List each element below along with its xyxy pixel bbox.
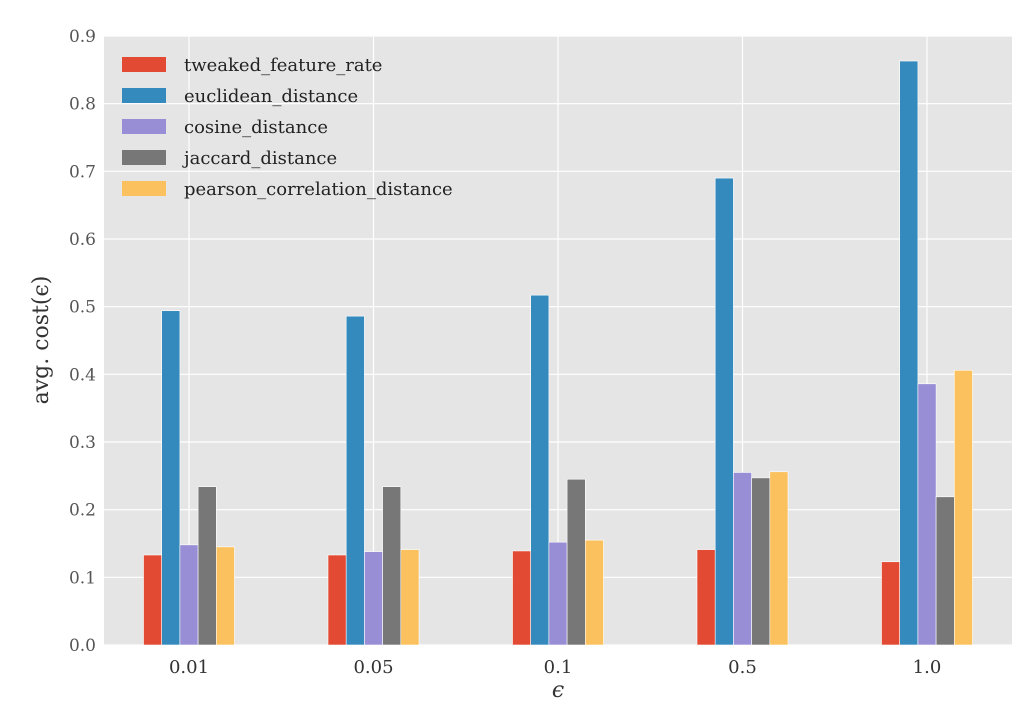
legend-label: tweaked_feature_rate	[184, 55, 382, 76]
y-tick-label: 0.3	[69, 433, 96, 453]
bar-tweaked-feature-rate-3	[696, 549, 716, 646]
bar-cosine-distance-3	[733, 472, 752, 646]
bar-cosine-distance-1	[364, 551, 383, 646]
bars	[143, 60, 973, 646]
x-tick-label: 0.01	[169, 657, 209, 678]
y-tick-label: 0.1	[69, 568, 96, 588]
bar-pearson-correlation-distance-1	[400, 549, 420, 646]
bar-tweaked-feature-rate-2	[512, 550, 532, 646]
bar-jaccard-distance-2	[566, 478, 586, 646]
legend-label: euclidean_distance	[184, 86, 358, 107]
bar-jaccard-distance-4	[935, 496, 955, 646]
x-tick-labels: 0.01 0.05 0.1 0.5 1.0	[169, 657, 941, 678]
legend-swatch	[122, 119, 166, 134]
legend-label: jaccard_distance	[182, 148, 337, 169]
bar-cosine-distance-4	[917, 383, 937, 646]
y-tick-labels: 0.0 0.1 0.2 0.3 0.4 0.5 0.6 0.7 0.8 0.9	[69, 27, 96, 656]
y-tick-label: 0.7	[69, 162, 96, 182]
bar-pearson-correlation-distance-4	[953, 369, 973, 646]
bar-euclidean-distance-4	[899, 60, 919, 646]
bar-cosine-distance-2	[548, 541, 568, 646]
y-axis-label: avg. cost(ϵ)	[29, 276, 54, 405]
y-tick-label: 0.2	[69, 501, 96, 521]
legend-swatch	[122, 57, 166, 72]
bar-pearson-correlation-distance-2	[584, 539, 604, 646]
legend-swatch	[122, 181, 166, 196]
bar-cosine-distance-0	[179, 544, 199, 646]
legend: tweaked_feature_rate euclidean_distanceco…	[122, 55, 453, 200]
y-tick-label: 0.4	[69, 365, 96, 385]
y-tick-label: 0.5	[69, 298, 96, 318]
y-tick-label: 0.6	[69, 230, 96, 250]
bar-pearson-correlation-distance-0	[216, 546, 235, 646]
bar-pearson-correlation-distance-3	[769, 471, 789, 646]
x-axis-label: ϵ	[552, 678, 564, 703]
bar-jaccard-distance-0	[197, 486, 217, 646]
grid-lines	[104, 35, 1012, 646]
legend-swatch	[122, 88, 166, 103]
legend-swatch	[122, 150, 166, 165]
legend-label: cosine_distance	[184, 117, 328, 138]
bar-euclidean-distance-3	[714, 177, 734, 646]
bar-tweaked-feature-rate-4	[881, 561, 901, 646]
y-tick-label: 0.0	[69, 636, 96, 656]
y-tick-label: 0.9	[69, 27, 96, 47]
x-tick-label: 0.1	[544, 657, 573, 678]
bar-tweaked-feature-rate-1	[327, 554, 347, 646]
legend-label: pearson_correlation_distance	[184, 179, 453, 200]
x-tick-label: 1.0	[913, 657, 942, 678]
x-tick-label: 0.05	[353, 657, 393, 678]
bar-jaccard-distance-3	[751, 477, 771, 646]
bar-euclidean-distance-2	[530, 294, 550, 646]
x-tick-label: 0.5	[728, 657, 757, 678]
bar-tweaked-feature-rate-0	[143, 554, 163, 646]
bar-euclidean-distance-1	[345, 315, 365, 646]
bar-euclidean-distance-0	[161, 310, 181, 646]
bar-jaccard-distance-1	[382, 486, 402, 646]
y-tick-label: 0.8	[69, 95, 96, 115]
